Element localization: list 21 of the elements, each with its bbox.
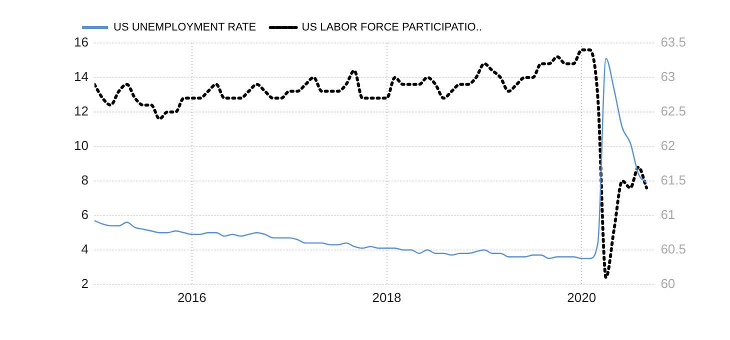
y-tick-label: 2: [81, 276, 88, 291]
y-tick-label: 6: [81, 207, 88, 222]
y2-tick-label: 60: [660, 276, 676, 291]
y2-tick-label: 63.5: [660, 34, 686, 50]
legend-label: US LABOR FORCE PARTICIPATIO..: [302, 22, 482, 34]
y-tick-label: 12: [74, 104, 88, 119]
y-tick-label: 4: [81, 241, 88, 256]
x-tick-label: 2016: [177, 290, 206, 305]
y-tick-label: 16: [74, 34, 88, 50]
y2-tick-label: 62: [660, 138, 676, 154]
y-tick-label: 10: [74, 138, 88, 154]
y2-tick-label: 61: [660, 207, 676, 222]
y2-tick-label: 60.5: [660, 241, 686, 256]
y-tick-label: 8: [81, 172, 88, 188]
x-tick-label: 2018: [372, 290, 402, 305]
y2-tick-label: 62.5: [660, 104, 686, 119]
y2-tick-label: 63: [660, 69, 676, 84]
legend-label: US UNEMPLOYMENT RATE: [114, 22, 256, 34]
x-tick-label: 2020: [567, 290, 596, 305]
y-tick-label: 14: [74, 69, 88, 84]
y2-tick-label: 61.5: [660, 172, 686, 188]
